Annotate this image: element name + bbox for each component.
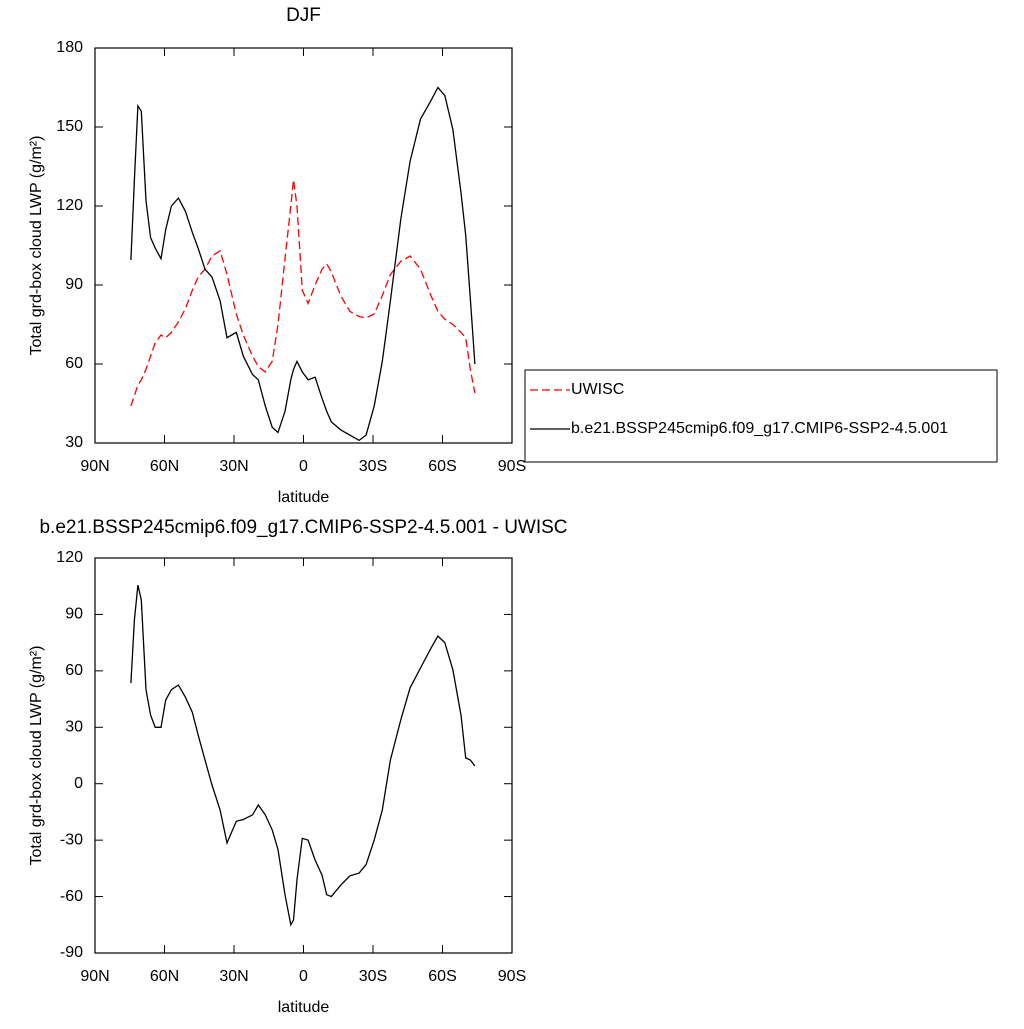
- y-tick-label: -90: [60, 944, 83, 961]
- data-line: [130, 86, 476, 442]
- legend-label: b.e21.BSSP245cmip6.f09_g17.CMIP6-SSP2-4.…: [571, 420, 948, 437]
- x-tick-label: 90S: [498, 458, 526, 475]
- y-tick-label: -60: [60, 888, 83, 905]
- x-tick-label: 60N: [150, 968, 179, 985]
- x-tick-label: 30N: [219, 458, 248, 475]
- y-tick-label: 30: [65, 719, 83, 736]
- y-axis-label: Total grd-box cloud LWP (g/m²): [28, 136, 45, 356]
- plot-frame: [94, 557, 513, 954]
- x-tick-label: 90N: [80, 458, 109, 475]
- legend-label: UWISC: [571, 381, 624, 398]
- x-tick-label: 60S: [428, 968, 456, 985]
- x-tick-label: 30N: [219, 968, 248, 985]
- y-tick-label: 90: [65, 276, 83, 293]
- x-tick-label: 60N: [150, 458, 179, 475]
- x-tick-label: 0: [299, 458, 308, 475]
- x-axis-label: latitude: [278, 489, 330, 506]
- plot-frame: [94, 47, 513, 444]
- x-tick-label: 90N: [80, 968, 109, 985]
- chart-title: b.e21.BSSP245cmip6.f09_g17.CMIP6-SSP2-4.…: [39, 517, 567, 538]
- y-tick-label: 60: [65, 355, 83, 372]
- x-tick-label: 30S: [359, 458, 387, 475]
- x-tick-label: 0: [299, 968, 308, 985]
- data-line: [130, 584, 476, 927]
- x-tick-label: 60S: [428, 458, 456, 475]
- y-tick-label: 60: [65, 662, 83, 679]
- y-tick-label: 120: [56, 197, 83, 214]
- x-axis-label: latitude: [278, 999, 330, 1016]
- y-tick-label: -30: [60, 831, 83, 848]
- legend-box: [524, 369, 998, 463]
- x-tick-label: 90S: [498, 968, 526, 985]
- data-line: [130, 179, 476, 407]
- x-tick-label: 30S: [359, 968, 387, 985]
- y-tick-label: 120: [56, 549, 83, 566]
- y-tick-label: 90: [65, 606, 83, 623]
- y-tick-label: 180: [56, 39, 83, 56]
- chart-title: DJF: [286, 5, 321, 26]
- y-axis-label: Total grd-box cloud LWP (g/m²): [28, 646, 45, 866]
- y-tick-label: 150: [56, 118, 83, 135]
- y-tick-label: 30: [65, 434, 83, 451]
- y-tick-label: 0: [74, 775, 83, 792]
